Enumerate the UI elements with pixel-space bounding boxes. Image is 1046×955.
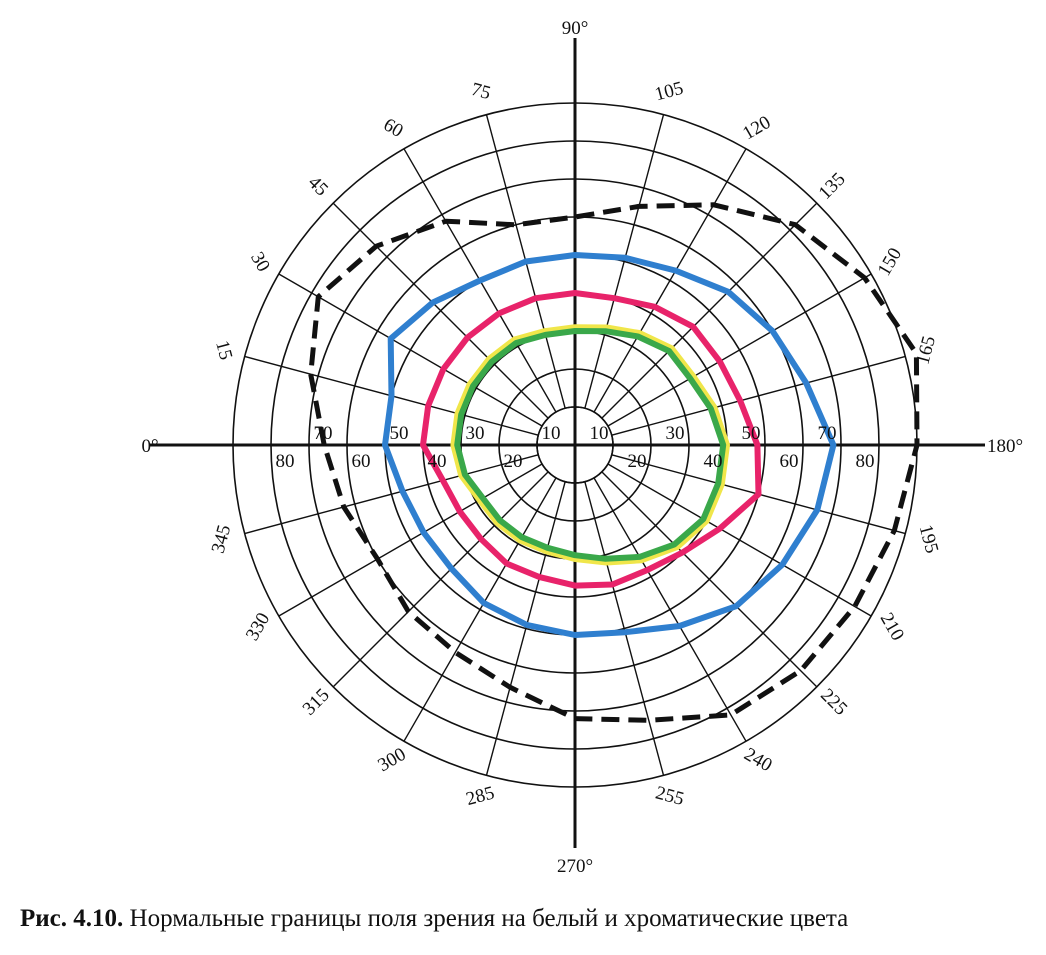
spoke-45 bbox=[332, 202, 549, 419]
series-1-line bbox=[382, 252, 837, 638]
spoke-225 bbox=[601, 471, 818, 688]
radial-labels: 10 10 30 30 50 50 70 70 20 20 40 40 60 60 80 80 bbox=[276, 423, 875, 472]
spoke-240 bbox=[593, 477, 747, 742]
spoke-165 bbox=[611, 355, 906, 436]
spoke-330 bbox=[278, 463, 543, 617]
angle-label-120: 120 bbox=[739, 112, 774, 144]
radial-label-80: 80 bbox=[856, 451, 875, 472]
figure-number: Рис. 4.10. bbox=[20, 905, 124, 932]
spoke-300 bbox=[403, 477, 557, 742]
angle-label-315: 315 bbox=[299, 685, 334, 720]
figure-caption: Рис. 4.10. Нормальные границы поля зрени… bbox=[20, 905, 1030, 933]
series-4-line bbox=[454, 328, 727, 562]
spoke-345 bbox=[244, 454, 539, 535]
angle-label-90: 90° bbox=[562, 18, 589, 39]
angle-label-255: 255 bbox=[653, 782, 686, 810]
angle-label-225: 225 bbox=[816, 685, 851, 720]
angle-label-195: 195 bbox=[915, 523, 943, 556]
spoke-210 bbox=[607, 463, 872, 617]
angle-label-60: 60 bbox=[380, 114, 407, 142]
angle-label-75: 75 bbox=[469, 79, 493, 104]
radial-label-70: 70 bbox=[818, 423, 837, 444]
angle-label-105: 105 bbox=[653, 78, 686, 106]
radial-label-10: 10 bbox=[542, 423, 561, 444]
spoke-30 bbox=[278, 273, 543, 427]
radial-label-20: 20 bbox=[628, 451, 647, 472]
angle-label-30: 30 bbox=[246, 249, 274, 276]
radial-label-30: 30 bbox=[666, 423, 685, 444]
radial-label-50: 50 bbox=[742, 423, 761, 444]
spoke-315 bbox=[332, 471, 549, 688]
angle-label-165: 165 bbox=[912, 334, 940, 367]
polar-axes bbox=[150, 38, 985, 848]
spoke-285 bbox=[485, 481, 566, 776]
series-layer bbox=[308, 202, 920, 723]
radial-label-60: 60 bbox=[352, 451, 371, 472]
angle-label-345: 345 bbox=[208, 523, 236, 556]
series-2-line bbox=[420, 290, 762, 589]
radial-label-50: 50 bbox=[390, 423, 409, 444]
angle-label-330: 330 bbox=[242, 609, 274, 644]
angle-label-240: 240 bbox=[740, 744, 775, 776]
radial-label-40: 40 bbox=[428, 451, 447, 472]
angle-label-285: 285 bbox=[464, 782, 497, 810]
spoke-105 bbox=[584, 114, 665, 409]
angle-label-210: 210 bbox=[876, 609, 908, 644]
visual-field-chart: 0° 15 30 45 60 75 90° 105 120 135 150 165 180° 195 210… bbox=[141, 18, 1023, 877]
radial-label-60: 60 bbox=[780, 451, 799, 472]
radial-label-70: 70 bbox=[314, 423, 333, 444]
angle-label-45: 45 bbox=[304, 172, 332, 200]
radial-label-20: 20 bbox=[504, 451, 523, 472]
angle-label-0: 0° bbox=[141, 436, 158, 457]
angle-label-270: 270° bbox=[557, 856, 593, 877]
radial-label-80: 80 bbox=[276, 451, 295, 472]
angle-label-300: 300 bbox=[374, 744, 409, 776]
angle-label-135: 135 bbox=[815, 169, 850, 204]
spoke-120 bbox=[593, 148, 747, 413]
caption-text: Нормальные границы поля зрения на белый … bbox=[129, 905, 849, 932]
radial-label-30: 30 bbox=[466, 423, 485, 444]
series-0-line bbox=[308, 202, 920, 723]
radial-label-40: 40 bbox=[704, 451, 723, 472]
angle-label-15: 15 bbox=[211, 338, 236, 362]
spoke-255 bbox=[584, 481, 665, 776]
angle-label-150: 150 bbox=[874, 244, 906, 279]
spoke-150 bbox=[607, 273, 872, 427]
series-3-line bbox=[450, 324, 730, 566]
spoke-135 bbox=[601, 202, 818, 419]
angle-label-180: 180° bbox=[987, 436, 1023, 457]
radial-label-10: 10 bbox=[590, 423, 609, 444]
